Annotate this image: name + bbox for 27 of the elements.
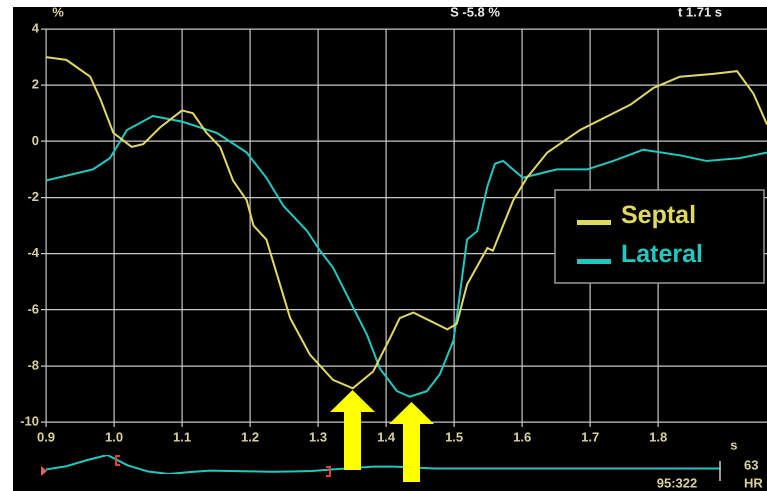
y-tick-label: -8	[27, 357, 39, 372]
y-tick-label: -6	[27, 301, 39, 316]
y-axis-title: %	[52, 4, 64, 20]
text: t 1.71 s	[678, 4, 722, 20]
x-tick-label: 1.2	[241, 429, 260, 444]
text: S -5.8 %	[450, 4, 500, 20]
x-tick-label: 1.7	[581, 429, 600, 444]
y-tick-label: -2	[27, 189, 39, 204]
y-tick-label: 4	[32, 20, 40, 36]
text: 95:322	[656, 476, 698, 491]
x-tick-label: 1.0	[104, 429, 124, 444]
x-tick-label: 0.9	[36, 429, 56, 444]
x-tick-label: 1.8	[649, 429, 668, 444]
x-tick-label: 1.3	[309, 429, 328, 444]
x-tick-label: 1.6	[513, 429, 532, 444]
legend-label: Septal	[621, 200, 696, 229]
y-tick-label: 0	[32, 132, 39, 148]
y-tick-label: 2	[32, 76, 39, 92]
x-axis-title: s	[730, 438, 738, 453]
x-tick-label: 1.1	[173, 429, 192, 444]
y-tick-label: -4	[27, 245, 40, 260]
legend-label: Lateral	[621, 240, 703, 268]
x-tick-label: 1.4	[377, 429, 396, 444]
x-tick-label: 1.5	[445, 429, 464, 444]
y-tick-label: -10	[20, 414, 39, 429]
text: 63	[744, 458, 758, 473]
text: HR	[744, 476, 764, 491]
